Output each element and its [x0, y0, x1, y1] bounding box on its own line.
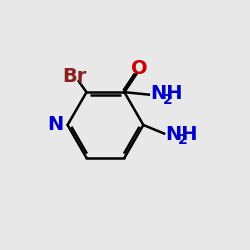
Text: NH: NH — [165, 125, 198, 144]
Text: Br: Br — [62, 67, 86, 86]
Text: N: N — [47, 116, 63, 134]
Text: 2: 2 — [178, 134, 188, 147]
Text: NH: NH — [150, 84, 182, 103]
Text: O: O — [131, 59, 147, 78]
Text: 2: 2 — [163, 92, 172, 106]
